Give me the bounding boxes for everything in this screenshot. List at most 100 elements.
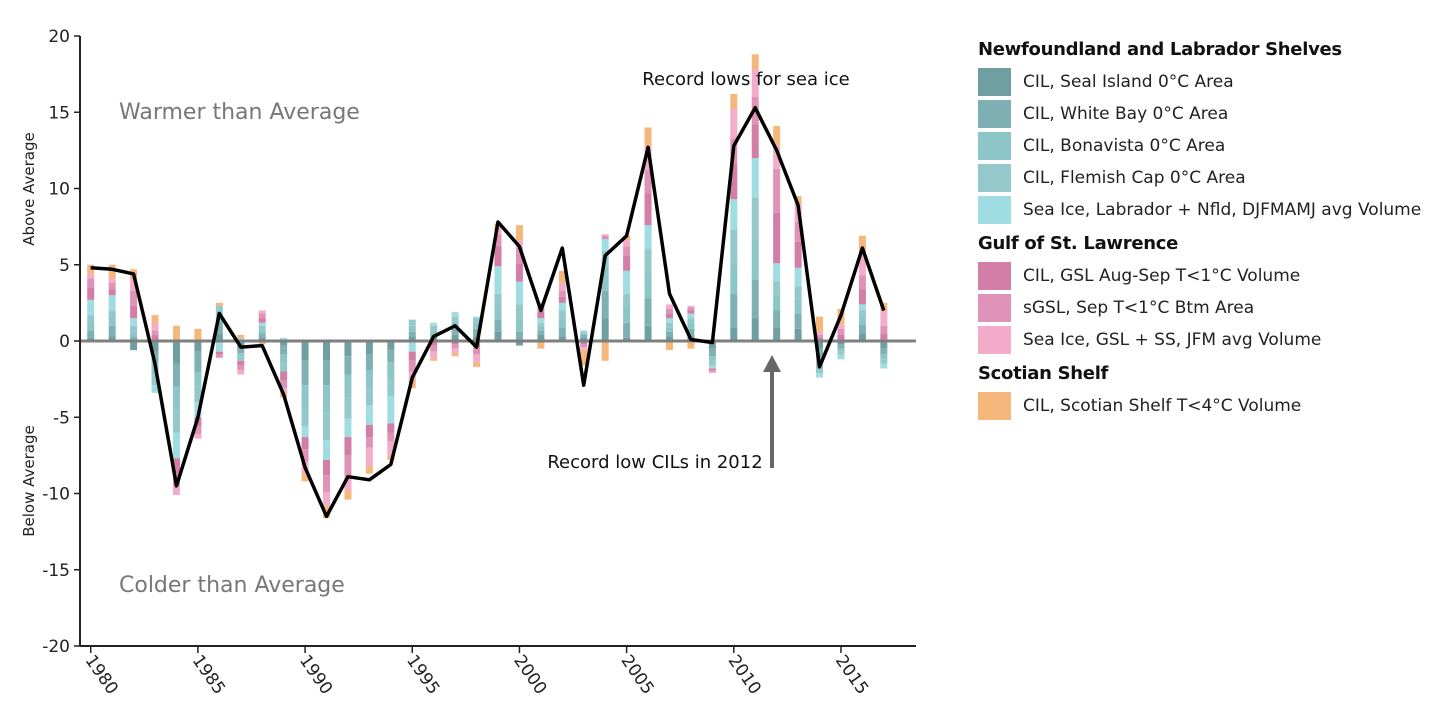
bar-segment — [537, 318, 545, 323]
bar-segment — [515, 331, 523, 341]
bar-segment — [258, 341, 266, 345]
bar-segment — [580, 344, 588, 348]
bar-segment — [301, 449, 309, 462]
bar-segment — [601, 318, 609, 341]
bar-segment — [730, 293, 738, 328]
bar-segment — [665, 331, 673, 337]
bar-segment — [858, 304, 866, 311]
y-tick-label: -15 — [42, 561, 70, 581]
bar-segment — [580, 337, 588, 341]
bar-segment — [644, 170, 652, 194]
bar-segment — [623, 322, 631, 338]
bar-segment — [387, 423, 395, 433]
bar-segment — [773, 212, 781, 264]
bar-segment — [665, 322, 673, 328]
bar-segment — [365, 466, 373, 474]
bar-segment — [730, 229, 738, 264]
bar-segment — [237, 360, 245, 366]
bar-segment — [880, 341, 888, 349]
bar-segment — [430, 330, 438, 335]
bar-segment — [87, 337, 95, 341]
y-tick-label: -5 — [53, 408, 70, 428]
bar-segment — [344, 455, 352, 477]
bar-segment — [794, 267, 802, 287]
bar-segment — [365, 341, 373, 355]
bar-segment — [451, 348, 459, 354]
bar-segment — [858, 310, 866, 317]
legend-label: Sea Ice, Labrador + Nfld, DJFMAMJ avg Vo… — [1023, 200, 1422, 220]
bar-segment — [601, 266, 609, 291]
bar-segment — [108, 310, 116, 317]
bar-segment — [430, 325, 438, 331]
bar-segment — [730, 327, 738, 341]
bar-segment — [323, 459, 331, 476]
bar-segment — [151, 334, 159, 341]
y-tick-label: 5 — [59, 256, 70, 276]
bar-segment — [730, 263, 738, 294]
bar-segment — [301, 341, 309, 361]
bar-segment — [215, 341, 223, 352]
bar-segment — [151, 374, 159, 386]
bar-segment — [515, 304, 523, 317]
bar-segment — [837, 324, 845, 329]
bar-segment — [623, 240, 631, 247]
bar-segment — [215, 333, 223, 341]
bar-segment — [151, 341, 159, 352]
bar-segment — [515, 281, 523, 305]
bar-segment — [665, 304, 673, 309]
bar-segment — [515, 341, 523, 346]
bar-segment — [194, 371, 202, 387]
bar-segment — [751, 280, 759, 319]
bar-segment — [580, 330, 588, 332]
y-label-below: Below Average — [20, 425, 38, 537]
bar-segment — [408, 331, 416, 337]
bar-segment — [237, 348, 245, 354]
bar-segment — [451, 341, 459, 345]
legend-label: CIL, GSL Aug-Sep T<1°C Volume — [1023, 266, 1301, 286]
bar-segment — [408, 336, 416, 341]
bar-segment — [687, 318, 695, 323]
bar-segment — [473, 316, 481, 319]
bar-segment — [87, 299, 95, 316]
bar-segment — [408, 319, 416, 326]
bar-segment — [365, 437, 373, 448]
bar-segment — [687, 313, 695, 319]
x-tick-label: 1995 — [402, 651, 443, 698]
bar-segment — [880, 310, 888, 326]
bar-segment — [665, 336, 673, 341]
bar-segment — [280, 337, 288, 341]
bar-segment — [708, 369, 716, 372]
x-tick-label: 1985 — [188, 651, 229, 698]
bar-segment — [558, 336, 566, 341]
bar-segment — [108, 264, 116, 279]
legend-item: CIL, Bonavista 0°C Area — [978, 130, 1433, 162]
bar-segment — [301, 473, 309, 482]
bar-segment — [215, 321, 223, 334]
bar-segment — [537, 341, 545, 349]
bar-segment — [601, 235, 609, 238]
bar-segment — [837, 351, 845, 355]
bar-segment — [601, 290, 609, 319]
bar-segment — [494, 293, 502, 305]
bar-segment — [301, 426, 309, 438]
legend-swatch — [978, 326, 1011, 354]
bar-segment — [580, 341, 588, 345]
bar-segment — [794, 222, 802, 242]
bar-segment — [816, 365, 824, 374]
bar-segment — [108, 325, 116, 337]
bar-segment — [258, 325, 266, 331]
bar-segment — [858, 235, 866, 252]
bar-segment — [172, 386, 180, 412]
bar-segment — [558, 302, 566, 311]
bar-segment — [837, 341, 845, 345]
annotation-sea-ice: Record lows for sea ice — [642, 69, 849, 90]
legend-group: Gulf of St. Lawrence CIL, GSL Aug-Sep T<1… — [978, 232, 1433, 356]
bar-segment — [430, 351, 438, 358]
bar-segment — [837, 354, 845, 360]
bar-segment — [794, 298, 802, 314]
bar-segment — [751, 318, 759, 341]
bar-segment — [172, 411, 180, 433]
bar-segment — [687, 307, 695, 311]
bar-segment — [644, 325, 652, 341]
bar-segment — [601, 237, 609, 239]
